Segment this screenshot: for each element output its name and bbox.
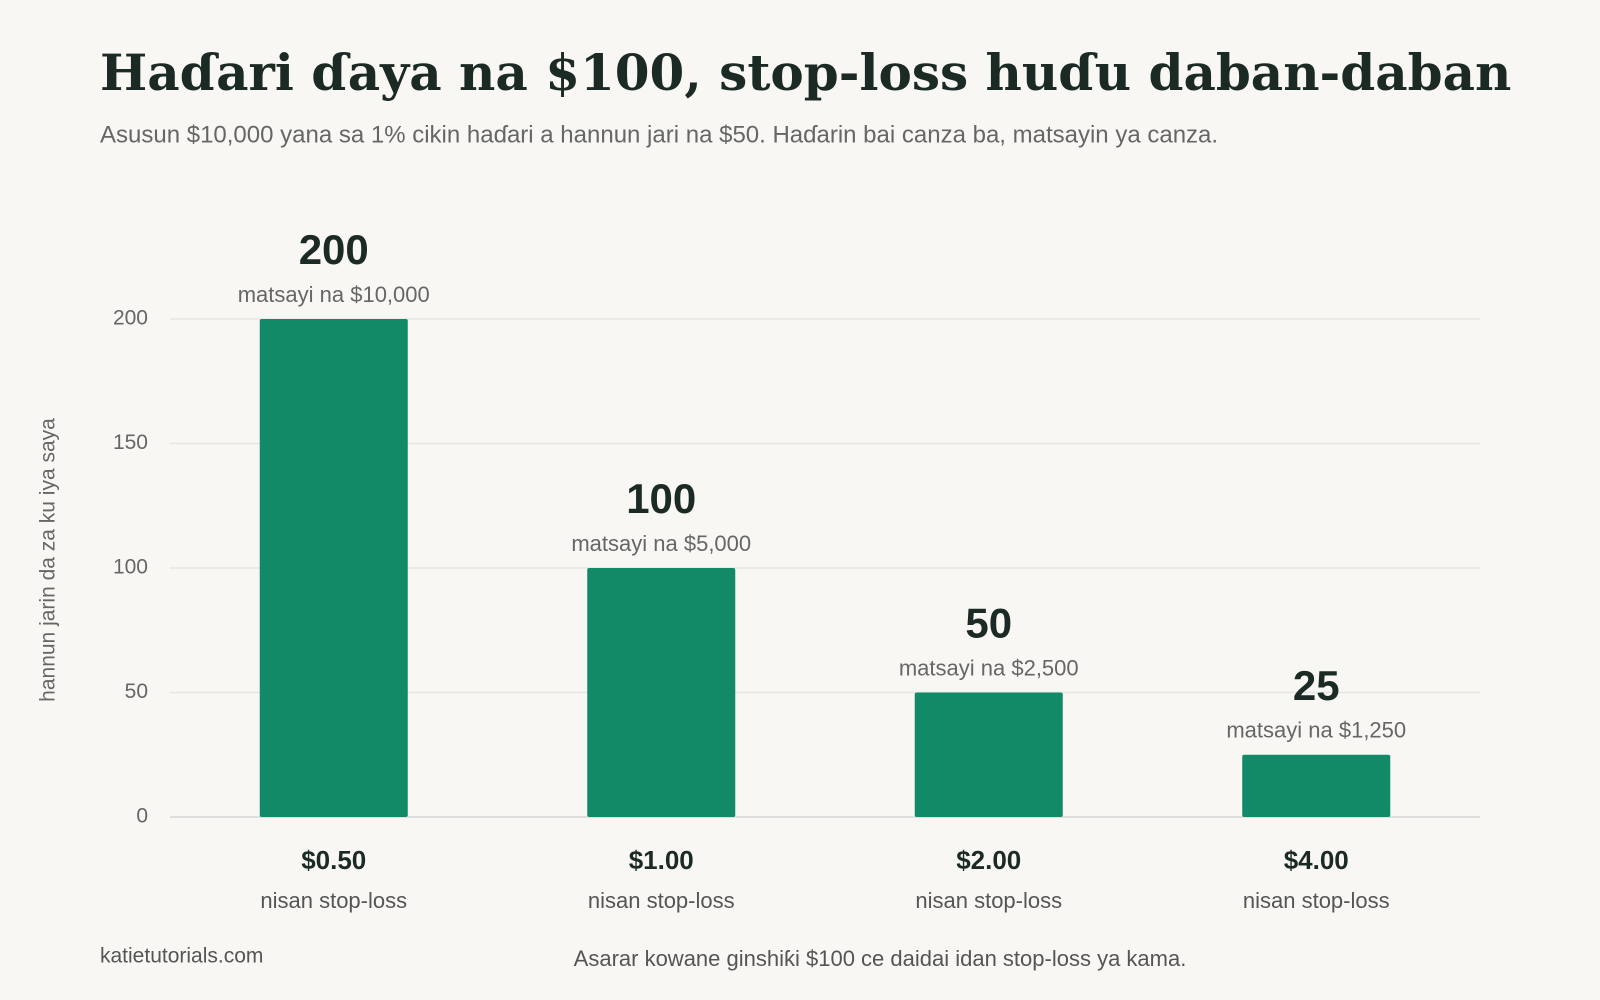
chart-title: Haɗari ɗaya na $100, stop-loss huɗu daba… xyxy=(100,43,1511,102)
y-tick-label: 100 xyxy=(113,556,148,579)
x-tick-label: $1.00 xyxy=(629,845,694,875)
x-axis-label: Asarar kowane ginshiƙi $100 ce daidai id… xyxy=(574,946,1187,971)
y-tick-label: 200 xyxy=(113,307,148,330)
x-tick-label: $0.50 xyxy=(301,845,366,875)
chart-subtitle: Asusun $10,000 yana sa 1% cikin haɗari a… xyxy=(100,121,1218,148)
bar-annotation: matsayi na $10,000 xyxy=(238,282,430,307)
x-tick-label: $2.00 xyxy=(956,845,1021,875)
value-label: 25 xyxy=(1293,662,1340,709)
y-axis-label: hannun jarin da za ku iya saya xyxy=(37,418,60,702)
value-label: 200 xyxy=(299,226,369,273)
source: katietutorials.com xyxy=(100,945,263,968)
bar-annotation: matsayi na $1,250 xyxy=(1226,718,1406,743)
bar xyxy=(914,692,1063,817)
x-tick-sublabel: nisan stop-loss xyxy=(588,888,735,913)
value-label: 50 xyxy=(965,600,1012,647)
y-tick-label: 50 xyxy=(125,680,148,703)
x-tick-sublabel: nisan stop-loss xyxy=(1243,888,1390,913)
y-tick-label: 0 xyxy=(136,805,148,828)
x-tick-sublabel: nisan stop-loss xyxy=(260,888,407,913)
value-label: 100 xyxy=(626,475,696,522)
bar-annotation: matsayi na $5,000 xyxy=(571,531,751,556)
bar xyxy=(1242,754,1391,817)
y-tick-label: 150 xyxy=(113,431,148,454)
bar-annotation: matsayi na $2,500 xyxy=(899,655,1079,680)
x-tick-sublabel: nisan stop-loss xyxy=(915,888,1062,913)
bar xyxy=(259,319,408,817)
x-tick-label: $4.00 xyxy=(1284,845,1349,875)
bar xyxy=(587,568,736,817)
